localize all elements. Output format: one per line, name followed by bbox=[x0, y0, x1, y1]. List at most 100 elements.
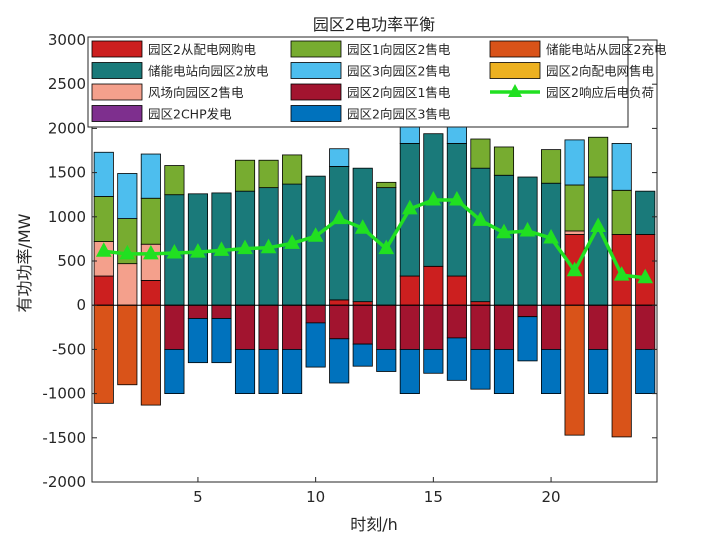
bar-园区2向园区3售电-18 bbox=[493, 348, 515, 394]
bar-园区2向园区3售电-16 bbox=[446, 337, 467, 381]
load-point-12 bbox=[354, 219, 371, 234]
bar-储能电站向园区2放电-17 bbox=[470, 167, 491, 303]
load-point-18 bbox=[496, 223, 512, 239]
bar-储能电站从园区2充电-1 bbox=[93, 304, 114, 404]
bar-储能电站从园区2充电-3 bbox=[140, 304, 161, 406]
legend-swatch-园区2向园区1售电 bbox=[290, 83, 342, 101]
bar-园区2从配电网购电-17 bbox=[470, 301, 491, 306]
load-point-2 bbox=[119, 244, 136, 260]
bar-园区2向园区1售电-18 bbox=[493, 304, 515, 350]
bar-园区2向园区1售电-16 bbox=[446, 304, 467, 339]
y-axis-label: 有功功率/MW bbox=[15, 213, 34, 312]
bar-园区2向园区3售电-6 bbox=[211, 318, 232, 364]
bar-园区1向园区2售电-3 bbox=[140, 197, 161, 245]
bar-储能电站向园区2放电-11 bbox=[329, 166, 350, 301]
bar-园区2从配电网购电-15 bbox=[423, 265, 444, 306]
legend-swatch-园区1向园区2售电 bbox=[290, 40, 342, 58]
axes: -2000 -1500 -1000 -500 0 500 1000 1500 2000 2500 3… bbox=[42, 31, 658, 506]
bar-园区3向园区2售电-2 bbox=[117, 173, 138, 219]
legend-swatch-储能电站从园区2充电 bbox=[489, 40, 541, 58]
bar-园区2向园区1售电-5 bbox=[187, 304, 208, 319]
bar-园区2向园区1售电-8 bbox=[258, 304, 279, 350]
load-point-3 bbox=[143, 244, 159, 260]
bar-园区3向园区2售电-1 bbox=[93, 151, 114, 197]
bar-园区2向园区1售电-22 bbox=[588, 304, 609, 350]
load-point-5 bbox=[190, 243, 206, 258]
bar-园区1向园区2售电-8 bbox=[258, 159, 279, 189]
y-tick-label-2000: 2000 bbox=[48, 119, 86, 137]
legend-label-园区3向园区2售电: 园区3向园区2售电 bbox=[347, 64, 451, 79]
legend-swatch-园区2从配电网购电 bbox=[91, 40, 143, 58]
legend-label-园区2响应后电负荷: 园区2响应后电负荷 bbox=[546, 85, 654, 100]
bar-园区1向园区2售电-18 bbox=[493, 146, 515, 176]
bar-园区2向园区3售电-19 bbox=[517, 316, 538, 362]
y-tick-label-3000: 3000 bbox=[48, 31, 86, 49]
legend-marker-园区2响应后电负荷 bbox=[508, 84, 522, 97]
bar-园区3向园区2售电-23 bbox=[611, 143, 632, 191]
y-tick-label-1500: 1500 bbox=[48, 164, 86, 182]
x-tick-label-10: 10 bbox=[306, 488, 325, 506]
bar-园区2向园区1售电-12 bbox=[352, 304, 373, 345]
bar-园区2向园区3售电-22 bbox=[588, 348, 609, 394]
bar-园区2向园区3售电-17 bbox=[470, 348, 491, 390]
load-point-17 bbox=[472, 211, 489, 226]
bar-储能电站向园区2放电-16 bbox=[446, 143, 467, 277]
load-line bbox=[103, 198, 646, 280]
bar-园区2向园区1售电-10 bbox=[305, 304, 326, 324]
bar-储能电站从园区2充电-2 bbox=[117, 304, 138, 386]
x-axis-label: 时刻/h bbox=[350, 515, 398, 534]
legend-label-园区2向配电网售电: 园区2向配电网售电 bbox=[546, 64, 654, 79]
bar-园区2向园区3售电-12 bbox=[352, 343, 373, 367]
legend-label-储能电站向园区2放电: 储能电站向园区2放电 bbox=[148, 64, 269, 79]
y-tick-label-2500: 2500 bbox=[48, 75, 86, 93]
bar-园区2向园区1售电-7 bbox=[234, 304, 256, 350]
bar-储能电站向园区2放电-24 bbox=[635, 190, 656, 235]
bar-园区1向园区2售电-21 bbox=[564, 184, 585, 232]
bar-储能电站从园区2充电-21 bbox=[564, 304, 585, 436]
legend-swatch-园区2CHP发电 bbox=[91, 105, 143, 122]
bar-园区2向园区1售电-6 bbox=[211, 304, 232, 319]
y-tick-label-0: 0 bbox=[76, 296, 86, 314]
y-tick-label--1000: -1000 bbox=[42, 385, 86, 403]
legend-swatch-园区2向园区3售电 bbox=[290, 105, 342, 122]
bar-园区2向园区3售电-7 bbox=[234, 348, 256, 394]
bar-园区3向园区2售电-11 bbox=[329, 148, 350, 167]
bar-园区3向园区2售电-16 bbox=[446, 126, 467, 144]
bar-园区2向园区3售电-14 bbox=[399, 348, 420, 394]
legend-label-园区2向园区1售电: 园区2向园区1售电 bbox=[347, 85, 451, 100]
bar-园区2向园区1售电-20 bbox=[541, 304, 562, 350]
bar-园区2从配电网购电-1 bbox=[93, 275, 114, 306]
bar-园区2向园区1售电-15 bbox=[423, 304, 444, 350]
bar-园区1向园区2售电-23 bbox=[611, 189, 632, 235]
bar-园区2从配电网购电-3 bbox=[140, 280, 161, 306]
y-tick-label--1500: -1500 bbox=[42, 429, 86, 447]
x-tick-label-5: 5 bbox=[193, 488, 203, 506]
bar-园区3向园区2售电-3 bbox=[140, 153, 161, 199]
bar-园区1向园区2售电-22 bbox=[588, 136, 609, 178]
bar-园区2向园区3售电-5 bbox=[187, 318, 208, 364]
load-point-23 bbox=[613, 266, 630, 281]
legend-swatch-园区2向配电网售电 bbox=[489, 62, 541, 79]
load-point-19 bbox=[519, 221, 536, 237]
bar-园区2向园区3售电-8 bbox=[258, 348, 279, 394]
bar-储能电站向园区2放电-18 bbox=[493, 174, 515, 306]
load-point-10 bbox=[307, 227, 324, 242]
legend-label-储能电站从园区2充电: 储能电站从园区2充电 bbox=[546, 42, 667, 57]
bar-园区2向园区3售电-11 bbox=[329, 338, 350, 384]
y-tick-label--2000: -2000 bbox=[42, 473, 86, 491]
bar-园区1向园区2售电-9 bbox=[282, 154, 303, 185]
bar-储能电站从园区2充电-23 bbox=[611, 304, 632, 438]
bar-园区1向园区2售电-13 bbox=[376, 181, 397, 189]
x-tick-label-20: 20 bbox=[542, 488, 561, 506]
bar-风场向园区2售电-2 bbox=[117, 263, 138, 306]
bar-园区2从配电网购电-16 bbox=[446, 275, 467, 306]
y-tick-label-500: 500 bbox=[57, 252, 86, 270]
x-tick-label-15: 15 bbox=[424, 488, 443, 506]
bar-园区2向园区1售电-24 bbox=[635, 304, 656, 350]
bar-园区3向园区2售电-21 bbox=[564, 139, 585, 186]
legend-label-园区2从配电网购电: 园区2从配电网购电 bbox=[148, 42, 256, 57]
bar-园区2向园区1售电-14 bbox=[399, 304, 420, 350]
load-point-11 bbox=[331, 209, 348, 225]
